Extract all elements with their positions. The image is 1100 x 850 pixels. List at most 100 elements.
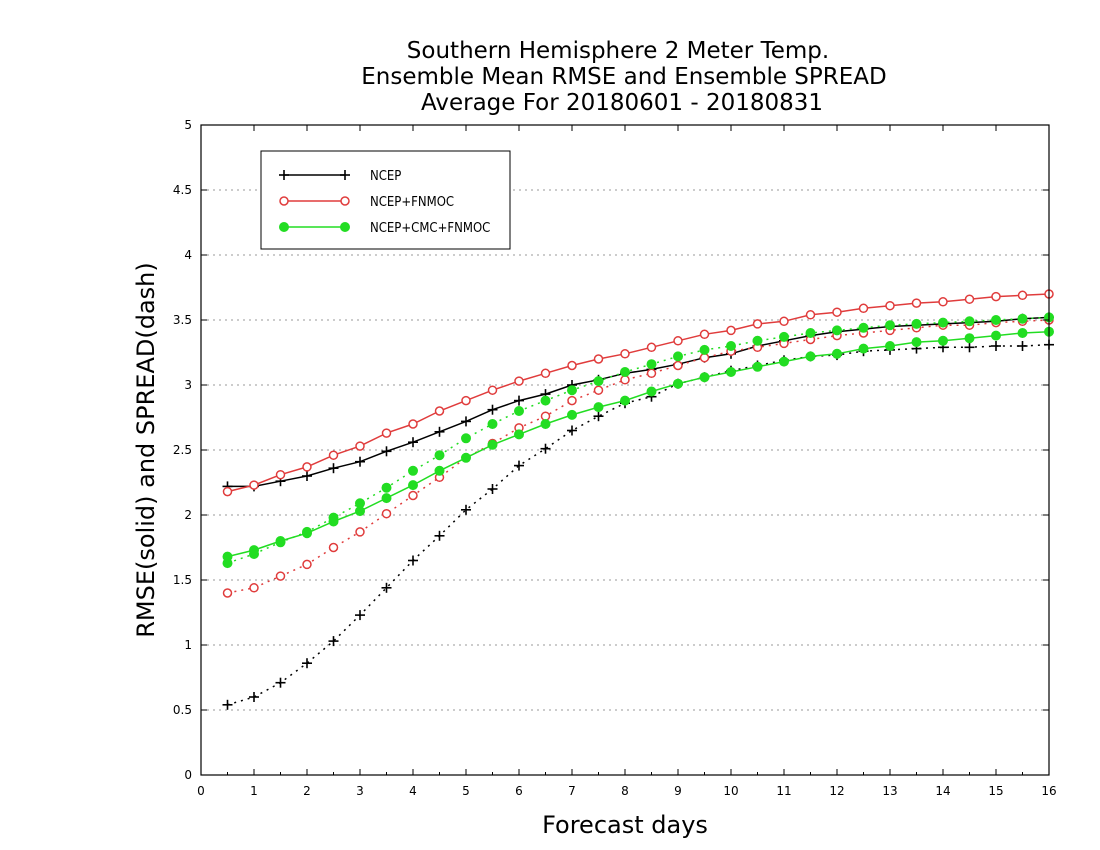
legend: NCEP NCEP+FNMOC NCEP+CMC+FNMOC (260, 150, 511, 250)
data-point-rmse (699, 372, 710, 383)
data-point-spread (593, 411, 604, 422)
data-point-spread (805, 328, 816, 338)
legend-marker-end (340, 170, 350, 180)
data-point-spread (964, 316, 975, 327)
data-point-spread (832, 325, 842, 336)
data-point-rmse (911, 337, 922, 348)
data-point-spread (779, 331, 789, 342)
x-tick-label: 5 (462, 784, 470, 798)
legend-entry-2: NCEP+CMC+FNMOC (279, 221, 490, 236)
data-point-spread (302, 658, 312, 669)
data-point-rmse (540, 368, 551, 379)
data-point-rmse (885, 341, 895, 351)
title-line-3: Average For 20180601 - 20180831 (421, 90, 823, 116)
series-line-spread-1 (227, 319, 1050, 594)
x-tick-label: 11 (776, 784, 791, 798)
data-point-rmse (355, 456, 365, 467)
y-tick-label: 4 (184, 248, 192, 262)
data-point-spread (434, 530, 445, 541)
data-point-rmse (302, 471, 312, 481)
series-line-rmse-1 (227, 293, 1050, 493)
data-point-spread (964, 342, 975, 353)
legend-marker-end (340, 196, 350, 206)
data-point-spread (911, 318, 922, 329)
data-point-rmse (832, 307, 842, 317)
legend-marker-start (279, 222, 289, 232)
data-point-spread (646, 359, 657, 370)
data-point-spread (752, 335, 763, 346)
x-tick-label: 10 (723, 784, 738, 798)
data-point-rmse (434, 406, 445, 416)
x-tick-label: 13 (882, 784, 897, 798)
data-point-rmse (805, 351, 816, 362)
data-point-rmse (938, 297, 948, 307)
data-point-spread (328, 636, 339, 647)
data-point-spread (487, 484, 498, 494)
data-point-spread (673, 351, 683, 362)
data-point-spread (593, 385, 604, 395)
data-point-rmse (832, 348, 842, 359)
data-point-spread (540, 443, 551, 454)
data-point-rmse (540, 419, 551, 429)
data-point-rmse (355, 506, 365, 517)
data-point-rmse (408, 437, 418, 448)
data-point-rmse (461, 416, 471, 427)
data-point-rmse (991, 291, 1001, 302)
data-point-spread (858, 322, 869, 333)
data-point-rmse (328, 450, 339, 460)
data-point-rmse (938, 335, 948, 346)
data-point-spread (408, 490, 418, 501)
series-2 (222, 312, 1054, 569)
x-tick-label: 14 (935, 784, 950, 798)
data-point-rmse (514, 376, 524, 386)
data-point-rmse (858, 303, 869, 314)
data-point-rmse (408, 419, 418, 429)
data-point-spread (381, 582, 392, 593)
data-point-rmse (779, 316, 789, 327)
data-point-rmse (646, 386, 657, 397)
x-tick-label: 2 (303, 784, 311, 798)
data-point-spread (487, 419, 498, 429)
data-point-rmse (567, 409, 577, 420)
legend-entry-1: NCEP+FNMOC (279, 195, 454, 210)
legend-label: NCEP (370, 169, 401, 184)
legend-box (260, 150, 511, 250)
data-point-rmse (699, 329, 710, 340)
series-line-rmse-0 (227, 316, 1050, 488)
data-point-rmse (620, 349, 630, 359)
y-axis-ticks: 0 0.5 1 1.5 2 2.5 3 3.5 4 4.5 5 (173, 118, 1049, 782)
x-tick-label: 15 (988, 784, 1003, 798)
data-point-rmse (328, 516, 339, 527)
series-1 (222, 289, 1054, 598)
data-point-rmse (1017, 290, 1028, 301)
data-point-rmse (355, 441, 365, 451)
data-point-spread (222, 699, 233, 710)
data-point-spread (302, 559, 312, 570)
data-point-spread (991, 315, 1001, 325)
x-tick-label: 0 (197, 784, 205, 798)
data-point-rmse (964, 333, 975, 344)
data-point-rmse (911, 298, 922, 308)
title-line-1: Southern Hemisphere 2 Meter Temp. (407, 38, 829, 64)
data-point-rmse (381, 428, 392, 438)
x-axis-ticks: 0 1 2 3 4 5 6 7 8 9 10 11 12 13 14 15 16 (197, 125, 1057, 798)
data-point-rmse (487, 404, 498, 415)
y-tick-label: 3.5 (173, 313, 192, 327)
x-tick-label: 9 (674, 784, 682, 798)
y-tick-label: 1.5 (173, 573, 192, 587)
data-point-spread (222, 588, 233, 598)
data-point-rmse (487, 385, 498, 395)
data-point-rmse (302, 462, 312, 472)
x-tick-label: 8 (621, 784, 629, 798)
y-axis-label: RMSE(solid) and SPREAD(dash) (132, 262, 160, 638)
data-point-rmse (487, 439, 498, 450)
chart-title: Southern Hemisphere 2 Meter Temp. Ensemb… (361, 38, 886, 116)
data-point-spread (1017, 313, 1028, 324)
data-point-spread (514, 406, 524, 416)
x-tick-label: 4 (409, 784, 417, 798)
data-point-spread (885, 320, 895, 331)
data-point-spread (540, 395, 551, 406)
y-tick-label: 5 (184, 118, 192, 132)
data-point-rmse (726, 367, 736, 377)
data-point-spread (328, 542, 339, 553)
